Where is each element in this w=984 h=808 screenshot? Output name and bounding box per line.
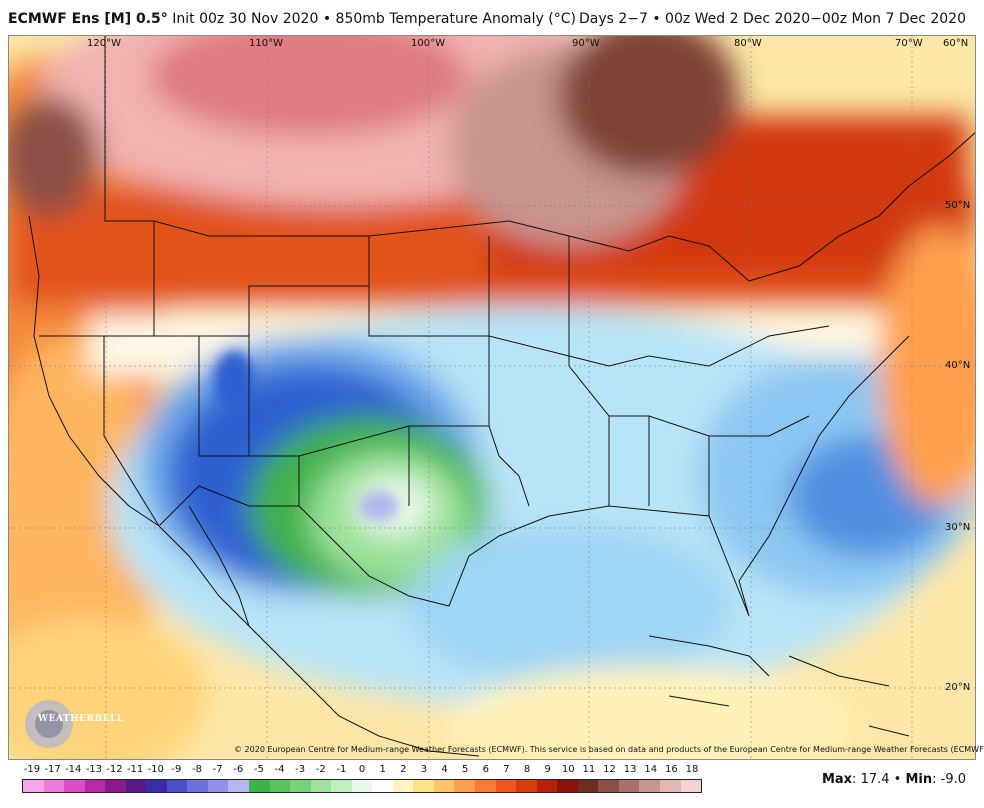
colorbar: -19 -17 -14 -13 -12 -11 -10 -9 -8 -7 -6 -5 -4 -3 -2 -1 0…: [22, 764, 702, 793]
colorbar-tick-label: -17: [44, 764, 61, 775]
colorbar-swatch: [372, 780, 393, 792]
colorbar-tick-label: -12: [106, 764, 123, 775]
valid-period: Days 2−7 • 00z Wed 2 Dec 2020−00z Mon 7 …: [578, 11, 966, 27]
map-title: ECMWF Ens [M] 0.5° Init 00z 30 Nov 2020 …: [8, 11, 576, 27]
title-bar: ECMWF Ens [M] 0.5° Init 00z 30 Nov 2020 …: [0, 0, 984, 34]
lat-label-40n: 40°N: [945, 360, 971, 371]
colorbar-tick-label: 0: [358, 764, 366, 775]
borders: [28, 36, 975, 757]
colorbar-swatch: [146, 780, 167, 792]
colorbar-swatch: [187, 780, 208, 792]
lat-label-30n: 30°N: [945, 522, 971, 533]
lat-label-60n: 60°N: [943, 38, 969, 49]
colorbar-swatch: [577, 780, 599, 792]
colorbar-tick-label: 12: [603, 764, 616, 775]
max-min-summary: Max: 17.4 • Min: -9.0: [821, 772, 966, 787]
colorbar-swatch: [23, 780, 44, 792]
colorbar-swatch: [495, 780, 517, 792]
colorbar-tick-label: 7: [503, 764, 510, 775]
lon-label-120w: 120°W: [87, 38, 121, 49]
max-value: 17.4: [860, 772, 890, 787]
colorbar-tick-label: 16: [665, 764, 678, 775]
colorbar-swatch: [249, 780, 270, 792]
colorbar-tick-label: 8: [523, 764, 531, 775]
init-time: Init 00z 30 Nov 2020: [172, 11, 319, 27]
colorbar-swatch: [43, 780, 65, 792]
colorbar-tick-label: 2: [400, 764, 407, 775]
colorbar-tick-label: 10: [561, 764, 575, 775]
weatherbell-logo: WEATHERBELL: [38, 714, 124, 724]
colorbar-swatch: [536, 780, 558, 792]
colorbar-tick-label: -11: [126, 764, 144, 775]
colorbar-swatch: [392, 780, 414, 792]
colorbar-tick-label: 4: [441, 764, 448, 775]
lat-label-20n: 20°N: [945, 682, 971, 693]
colorbar-swatch: [331, 780, 352, 792]
anomaly-map: 120°W 110°W 100°W 90°W 80°W 70°W 60°N 50…: [8, 35, 976, 760]
colorbar-swatch: [475, 780, 496, 792]
colorbar-swatch: [598, 780, 619, 792]
model-name: ECMWF Ens [M] 0.5: [8, 11, 161, 27]
graticule: [9, 36, 975, 759]
colorbar-tick-label: 5: [461, 764, 469, 775]
colorbar-tick-label: -1: [336, 764, 347, 775]
lon-label-70w: 70°W: [895, 38, 923, 49]
lon-label-110w: 110°W: [249, 38, 283, 49]
colorbar-tick-label: -13: [85, 764, 103, 775]
colorbar-swatch: [105, 780, 126, 792]
colorbar-tick-label: 14: [644, 764, 658, 775]
colorbar-swatch: [207, 780, 229, 792]
colorbar-tick-label: 6: [482, 764, 489, 775]
colorbar-swatch: [351, 780, 373, 792]
colorbar-swatch: [166, 780, 188, 792]
colorbar-swatch: [618, 780, 640, 792]
colorbar-tick-label: -4: [274, 764, 285, 775]
colorbar-tick-label: -3: [295, 764, 306, 775]
lon-label-100w: 100°W: [411, 38, 445, 49]
colorbar-swatch: [454, 780, 476, 792]
colorbar-swatch: [659, 780, 681, 792]
colorbar-swatch: [228, 780, 250, 792]
colorbar-tick-label: -8: [192, 764, 202, 775]
colorbar-swatch: [680, 780, 702, 792]
colorbar-tick-label: 18: [685, 764, 699, 775]
colorbar-swatch: [413, 780, 434, 792]
colorbar-tick-label: -10: [147, 764, 164, 775]
lat-label-50n: 50°N: [945, 200, 971, 211]
colorbar-swatch: [639, 780, 660, 792]
colorbar-tick-label: -2: [315, 764, 326, 775]
weatherbell-logo-mark: [25, 700, 73, 748]
colorbar-swatch: [290, 780, 311, 792]
colorbar-tick-label: 3: [420, 764, 428, 775]
colorbar-swatch: [64, 780, 85, 792]
colorbar-swatches: [22, 779, 702, 793]
colorbar-tick-label: -14: [65, 764, 82, 775]
colorbar-tick-label: -7: [212, 764, 223, 775]
colorbar-tick-label: 11: [582, 764, 596, 775]
map-canvas: [9, 36, 975, 759]
lon-label-80w: 80°W: [734, 38, 762, 49]
colorbar-tick-label: -9: [171, 764, 182, 775]
colorbar-swatch: [557, 780, 578, 792]
colorbar-swatch: [125, 780, 147, 792]
colorbar-tick-label: 9: [544, 764, 551, 775]
colorbar-swatch: [433, 780, 455, 792]
colorbar-tick-label: -6: [233, 764, 244, 775]
colorbar-swatch: [84, 780, 106, 792]
lon-label-90w: 90°W: [572, 38, 600, 49]
colorbar-tick-label: -5: [253, 764, 264, 775]
min-value: -9.0: [940, 772, 966, 787]
colorbar-tick-label: -19: [23, 764, 41, 775]
colorbar-ticks: -19 -17 -14 -13 -12 -11 -10 -9 -8 -7 -6 -5 -4 -3 -2 -1 0…: [22, 764, 702, 778]
colorbar-swatch: [310, 780, 332, 792]
copyright-notice: © 2020 European Centre for Medium-range …: [234, 745, 984, 754]
colorbar-swatch: [269, 780, 291, 792]
field-name: 850mb Temperature Anomaly (°C): [335, 11, 576, 27]
colorbar-tick-label: 1: [379, 764, 386, 775]
colorbar-tick-label: 13: [623, 764, 637, 775]
colorbar-swatch: [516, 780, 537, 792]
